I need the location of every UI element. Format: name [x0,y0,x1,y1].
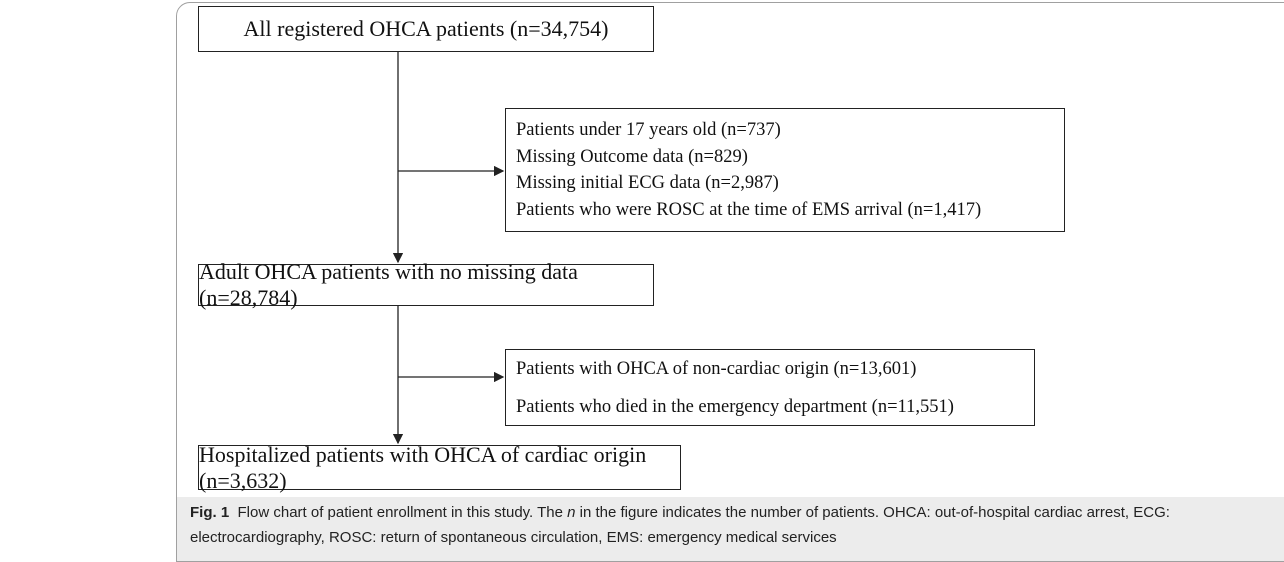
node: Patients under 17 years old (n=737) Miss… [505,108,1065,232]
node: All registered OHCA patients (n=34,754) [198,6,654,52]
node-line: Patients under 17 years old (n=737) [516,120,781,140]
node-line: Patients who were ROSC at the time of EM… [516,199,982,220]
caption-label: Fig. 1 [190,504,230,521]
node: Patients with OHCA of non-cardiac origin… [505,349,1035,426]
node: Adult OHCA patients with no missing data… [198,259,654,310]
caption-text: in the figure indicates the number of pa… [190,504,1170,546]
caption-band [177,497,1284,561]
caption: Fig. 1 Flow chart of patient enrollment … [190,500,1270,550]
node-line: Missing initial ECG data (n=2,987) [516,173,779,193]
caption-italic: n [567,504,576,521]
node-line: Patients with OHCA of non-cardiac origin… [516,359,917,379]
figure-frame [176,2,1284,562]
node-line: Patients who died in the emergency depar… [516,397,954,417]
node: Hospitalized patients with OHCA of cardi… [198,442,681,493]
node-line: Missing Outcome data (n=829) [516,146,748,167]
caption-text: Flow chart of patient enrollment in this… [237,504,563,521]
